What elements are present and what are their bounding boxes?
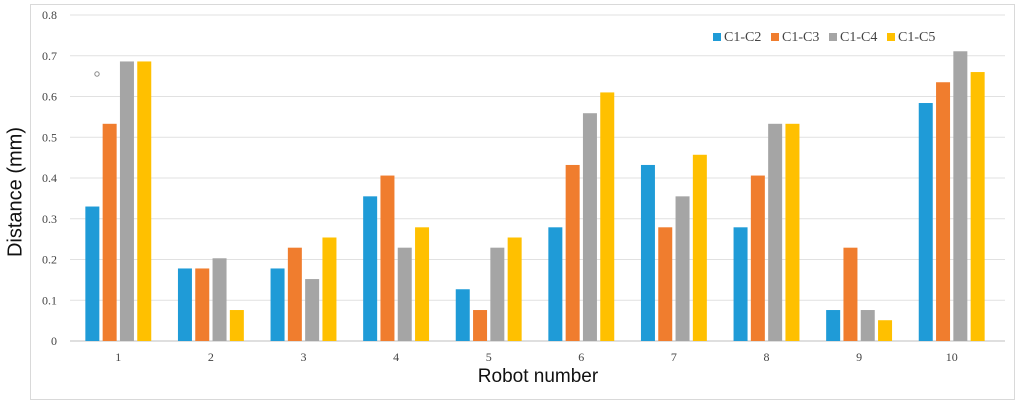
bar-c1-c2-robot-3	[270, 268, 285, 341]
bar-c1-c5-robot-9	[878, 320, 893, 341]
bar-c1-c2-robot-9	[826, 310, 841, 341]
bar-c1-c3-robot-5	[473, 310, 488, 341]
bar-c1-c3-robot-7	[658, 227, 673, 341]
legend-swatch	[771, 33, 779, 41]
bar-c1-c4-robot-4	[397, 247, 412, 341]
legend-label: C1-C2	[724, 30, 761, 45]
x-tick-label: 2	[208, 350, 214, 364]
chart-frame	[30, 4, 1015, 400]
bar-c1-c5-robot-5	[507, 237, 522, 341]
legend-swatch	[887, 33, 895, 41]
bar-c1-c4-robot-10	[953, 51, 968, 341]
bar-c1-c4-robot-9	[860, 310, 875, 341]
outlier-marker	[94, 71, 100, 77]
bar-c1-c4-robot-8	[768, 123, 783, 342]
legend-label: C1-C4	[840, 30, 877, 45]
bar-c1-c2-robot-4	[363, 196, 378, 341]
bar-c1-c2-robot-10	[918, 103, 933, 342]
x-tick-label: 5	[486, 350, 492, 364]
bar-c1-c5-robot-4	[415, 227, 430, 341]
legend-label: C1-C5	[898, 30, 935, 45]
bars	[85, 51, 985, 342]
bar-c1-c3-robot-9	[843, 247, 858, 341]
bar-c1-c2-robot-1	[85, 206, 100, 341]
x-tick-label: 9	[856, 350, 862, 364]
bar-c1-c3-robot-6	[565, 164, 580, 341]
legend-swatch	[713, 33, 721, 41]
bar-c1-c5-robot-3	[322, 237, 337, 341]
bar-c1-c4-robot-6	[582, 113, 597, 342]
x-tick-labels: 1 2 3 4 5 6 7 8 9 10	[115, 350, 957, 364]
y-tick-label: 0.8	[42, 8, 57, 22]
bar-c1-c4-robot-3	[305, 279, 320, 341]
bar-c1-c2-robot-8	[733, 227, 748, 341]
y-tick-label: 0.4	[42, 171, 57, 185]
bar-c1-c3-robot-1	[102, 123, 117, 342]
y-tick-labels: 0 0.1 0.2 0.3 0.4 0.5 0.6 0.7 0.8	[42, 8, 57, 348]
bar-c1-c2-robot-7	[640, 164, 655, 341]
x-tick-label: 6	[578, 350, 584, 364]
gridlines	[70, 14, 1005, 342]
y-tick-label: 0.2	[42, 253, 57, 267]
bar-c1-c3-robot-4	[380, 175, 395, 341]
bar-c1-c4-robot-7	[675, 196, 690, 341]
bar-c1-c4-robot-5	[490, 247, 505, 341]
bar-c1-c5-robot-2	[229, 310, 244, 341]
bar-c1-c5-robot-10	[970, 72, 985, 342]
bar-c1-c3-robot-2	[195, 268, 210, 341]
y-tick-label: 0.7	[42, 49, 57, 63]
y-tick-label: 0	[51, 334, 57, 348]
y-tick-label: 0.1	[42, 293, 57, 307]
x-tick-label: 3	[301, 350, 307, 364]
bar-c1-c5-robot-8	[785, 123, 800, 342]
bar-c1-c2-robot-2	[177, 268, 192, 341]
bar-c1-c4-robot-1	[119, 61, 134, 342]
legend-swatch	[829, 33, 837, 41]
bar-c1-c2-robot-6	[548, 227, 563, 341]
y-tick-label: 0.6	[42, 90, 57, 104]
bar-c1-c3-robot-3	[287, 247, 302, 341]
x-axis-label: Robot number	[477, 366, 599, 387]
bar-c1-c5-robot-1	[137, 61, 152, 342]
y-tick-label: 0.5	[42, 130, 57, 144]
bar-c1-c3-robot-8	[750, 175, 765, 341]
y-tick-label: 0.3	[42, 212, 57, 226]
x-tick-label: 10	[946, 350, 958, 364]
x-tick-label: 7	[671, 350, 677, 364]
bar-c1-c2-robot-5	[455, 289, 470, 341]
legend-label: C1-C3	[782, 30, 819, 45]
bar-c1-c4-robot-2	[212, 258, 227, 341]
x-tick-label: 4	[393, 350, 399, 364]
bar-c1-c3-robot-10	[936, 82, 951, 342]
legend: C1-C2 C1-C3 C1-C4 C1-C5	[713, 30, 935, 45]
bar-c1-c5-robot-6	[600, 92, 615, 341]
x-tick-label: 8	[764, 350, 770, 364]
x-tick-label: 1	[115, 350, 121, 364]
bar-c1-c5-robot-7	[692, 154, 707, 341]
